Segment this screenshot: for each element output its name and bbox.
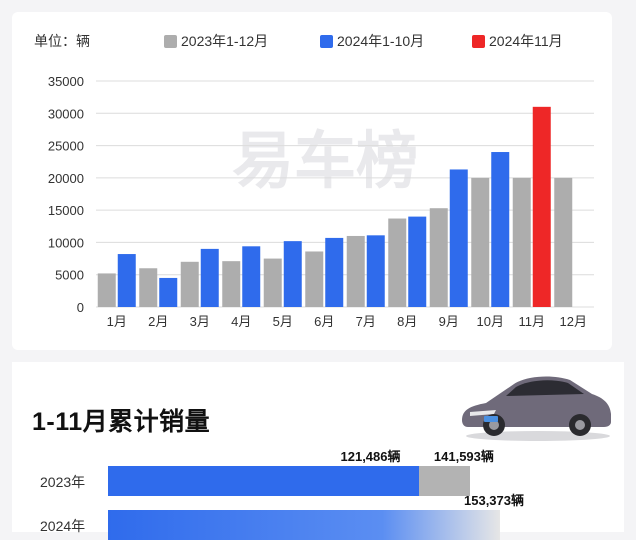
y-tick-label: 35000 <box>48 74 84 89</box>
y-tick-label: 20000 <box>48 171 84 186</box>
bar-2023 <box>346 235 365 307</box>
bar-2023 <box>222 261 241 307</box>
cumulative-total-bar <box>108 466 470 496</box>
y-tick-label: 10000 <box>48 235 84 250</box>
y-tick-label: 30000 <box>48 106 84 121</box>
cumulative-total-bar <box>108 510 500 540</box>
watermark-text: 易车榜 <box>232 127 418 196</box>
x-tick-label: 12月 <box>560 314 587 329</box>
y-tick-label: 15000 <box>48 203 84 218</box>
x-tick-label: 11月 <box>519 314 546 329</box>
x-tick-label: 5月 <box>273 314 293 329</box>
x-tick-label: 6月 <box>314 314 334 329</box>
x-tick-label: 7月 <box>356 314 376 329</box>
bar-2023 <box>139 268 158 307</box>
cumulative-year-label: 2024年 <box>40 518 86 534</box>
x-tick-label: 2月 <box>148 314 168 329</box>
bar-2023 <box>554 177 573 307</box>
unit-label: 单位：辆 <box>34 33 90 49</box>
bar-2024 <box>117 254 136 307</box>
bar-2024 <box>283 241 302 307</box>
x-tick-label: 10月 <box>477 314 504 329</box>
y-tick-label: 5000 <box>55 268 84 283</box>
cumulative-sales-section: 1-11月累计销量 2023年 121,486辆 141,593辆 2024年 153,… <box>12 362 624 540</box>
bar-2024 <box>491 152 510 307</box>
y-tick-label: 0 <box>77 300 84 315</box>
cumulative-partial-bar <box>108 466 419 496</box>
legend-label: 2024年11月 <box>489 33 563 49</box>
cumulative-year-label: 2023年 <box>40 474 86 490</box>
y-tick-label: 25000 <box>48 139 84 154</box>
bar-2023 <box>471 177 490 307</box>
legend-swatch <box>164 35 177 48</box>
x-tick-label: 8月 <box>397 314 417 329</box>
x-tick-label: 4月 <box>231 314 251 329</box>
bar-2023 <box>388 218 407 307</box>
bar-2024 <box>200 248 219 307</box>
bar-2024 <box>366 235 385 307</box>
car-image <box>462 376 611 441</box>
bar-2024 <box>325 237 344 307</box>
x-tick-label: 3月 <box>190 314 210 329</box>
bar-2023 <box>97 273 116 307</box>
bar-2023 <box>180 261 199 307</box>
bar-2023 <box>429 208 448 307</box>
legend-swatch <box>320 35 333 48</box>
x-tick-label: 9月 <box>439 314 459 329</box>
x-tick-label: 1月 <box>107 314 127 329</box>
bar-2024 <box>449 169 468 307</box>
bar-2023 <box>263 258 282 307</box>
bar-2024 <box>159 277 178 307</box>
monthly-sales-chart: 单位：辆 2023年1-12月 2024年1-10月 2024年11月易车榜 0 5000… <box>12 12 612 350</box>
bar-2024 <box>242 246 261 307</box>
legend-label: 2023年1-12月 <box>181 33 268 49</box>
cumulative-total-label: 141,593辆 <box>433 449 494 464</box>
legend-label: 2024年1-10月 <box>337 33 424 49</box>
bar-2024-nov <box>532 106 551 307</box>
bar-2023 <box>512 177 531 307</box>
cumulative-title: 1-11月累计销量 <box>32 408 211 436</box>
cumulative-partial-label: 121,486辆 <box>340 449 401 464</box>
legend-swatch <box>472 35 485 48</box>
cumulative-total-label: 153,373辆 <box>464 493 524 508</box>
bar-2024 <box>408 216 427 307</box>
bar-2023 <box>305 251 324 307</box>
